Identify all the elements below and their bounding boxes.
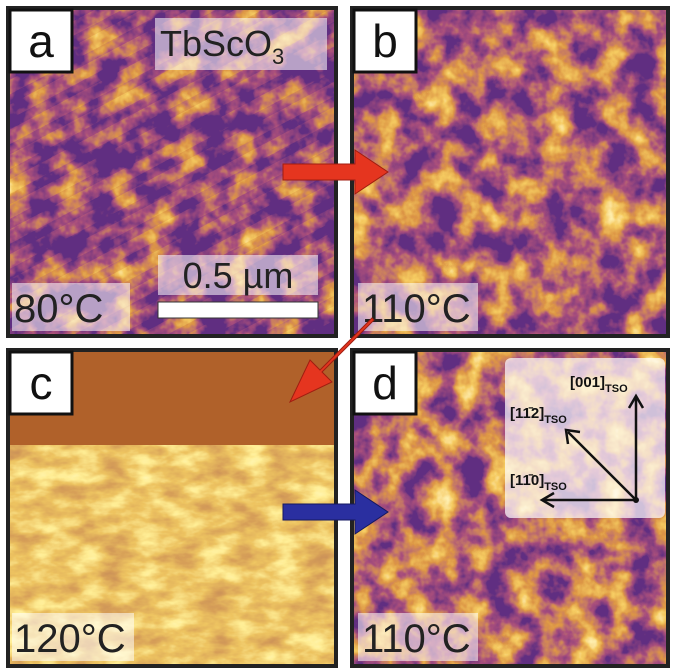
panel-label: b [372,15,398,67]
scale-bar-label: 0.5 µm [183,255,294,296]
text-part: TbScO [160,23,272,64]
temperature: 120°C [14,617,126,661]
temperature: 110°C [362,617,471,661]
panel-label: c [30,357,53,409]
scale-bar [158,302,318,318]
text-part: [001] [570,374,605,391]
text-part: [11̄0] [510,472,544,489]
temperature: 80°C [14,287,103,331]
text-part: [11̄2] [510,405,544,422]
temperature: 110°C [362,287,471,331]
material-label: TbScO3 [160,23,284,69]
text-part: TSO [605,383,628,395]
panel-label: d [372,357,398,409]
panel-d: d 110°C [001]TSO [11̄2]TSO [11̄0]TSO [352,350,668,666]
panel-label: a [28,15,54,67]
panel-b: b 110°C [352,8,668,336]
text-part: 3 [272,44,284,69]
text-part: TSO [544,481,567,493]
figure: a TbScO3 80°C 0.5 µm b 110°C c 120°C d 1… [0,0,675,672]
text-part: TSO [544,414,567,426]
